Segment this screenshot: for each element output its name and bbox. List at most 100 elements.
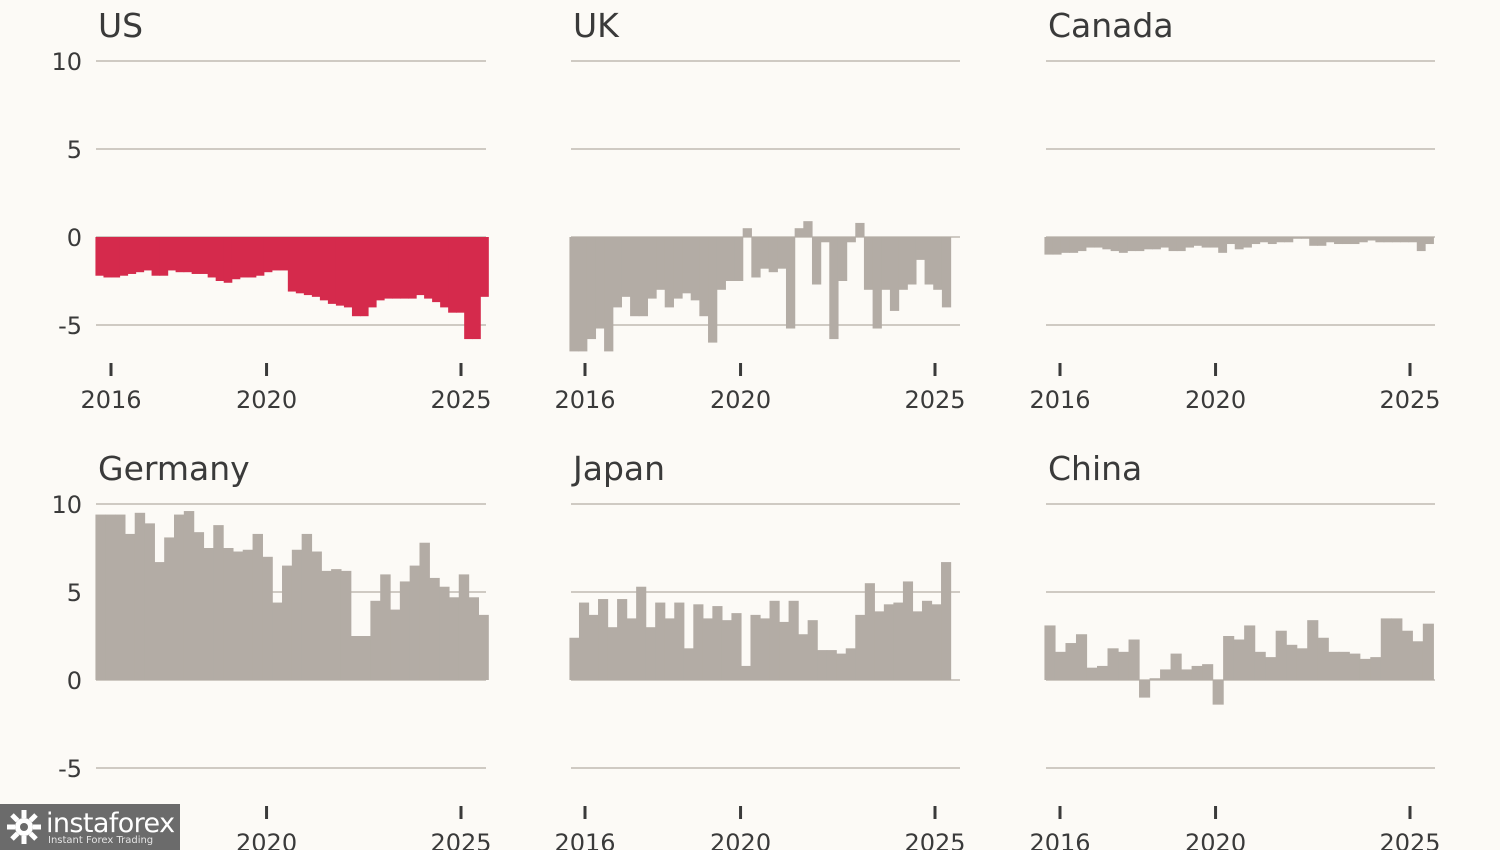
bar: [311, 237, 321, 297]
bar: [164, 537, 175, 680]
bar: [255, 237, 265, 276]
bar: [199, 237, 209, 274]
bar: [1412, 641, 1424, 680]
bar: [223, 548, 234, 680]
bar: [239, 237, 249, 278]
bar: [360, 636, 371, 680]
bar: [664, 618, 675, 680]
bar: [399, 581, 411, 680]
bar: [1334, 237, 1343, 245]
bar: [807, 620, 818, 680]
bar: [174, 514, 185, 680]
bar: [135, 237, 145, 273]
bar: [1317, 637, 1329, 680]
bar: [1307, 620, 1319, 680]
bar: [656, 237, 666, 290]
bar: [607, 627, 618, 680]
bar: [1118, 651, 1130, 680]
bar: [458, 574, 470, 680]
panel-title: China: [1048, 449, 1142, 488]
y-tick-label: -5: [58, 312, 82, 340]
bar: [1191, 665, 1203, 680]
panel-title: Canada: [1048, 6, 1174, 45]
bar: [760, 618, 771, 680]
bar: [1425, 237, 1434, 245]
bar: [183, 237, 193, 273]
bar: [448, 237, 457, 313]
bar: [1416, 237, 1426, 252]
bar: [1170, 653, 1182, 680]
bar: [768, 237, 778, 273]
bar: [303, 237, 313, 296]
bar: [1218, 237, 1228, 253]
bar: [1391, 237, 1401, 243]
bar: [291, 549, 303, 680]
panel-title: US: [98, 6, 143, 45]
bar: [1243, 237, 1252, 248]
bar: [416, 237, 425, 296]
bar: [1139, 680, 1151, 698]
bar: [203, 548, 214, 680]
bar: [836, 653, 847, 680]
bar: [811, 237, 822, 285]
bar: [617, 599, 628, 680]
bar: [232, 551, 244, 680]
bar: [282, 565, 293, 680]
bar: [390, 609, 401, 680]
bar: [1044, 625, 1056, 680]
bar: [837, 237, 848, 281]
bar: [456, 237, 465, 313]
bar: [933, 237, 943, 290]
bar: [586, 237, 597, 340]
bar: [941, 562, 952, 680]
bar: [1107, 648, 1119, 680]
bar: [111, 237, 121, 278]
bar: [1358, 237, 1368, 243]
x-tick-label: 2025: [1379, 386, 1440, 414]
y-tick-label: 10: [51, 491, 82, 519]
bar: [1325, 237, 1335, 243]
bar: [429, 577, 440, 680]
panel-title: UK: [573, 6, 620, 45]
bar: [1135, 237, 1145, 252]
bar: [612, 237, 623, 308]
bar: [1181, 669, 1193, 680]
bar: [1110, 237, 1120, 252]
bar: [1065, 643, 1077, 680]
bar: [103, 237, 113, 278]
bar: [1383, 237, 1393, 243]
bar: [1152, 237, 1161, 250]
y-tick-label: 5: [67, 579, 82, 607]
bar: [664, 237, 674, 308]
bar: [1044, 237, 1054, 255]
bar: [472, 237, 481, 340]
bar: [874, 611, 885, 680]
bar: [1226, 237, 1236, 245]
bar: [578, 602, 590, 680]
bar: [392, 237, 401, 299]
bar: [478, 614, 489, 680]
bar: [693, 604, 704, 680]
bar: [785, 237, 796, 329]
bar: [95, 514, 106, 680]
bar: [751, 237, 761, 278]
bar: [1202, 664, 1214, 680]
bar: [1223, 636, 1235, 680]
bar: [820, 237, 830, 243]
bar: [1380, 618, 1392, 680]
bar: [367, 237, 377, 308]
bar: [263, 237, 273, 273]
bar: [370, 600, 381, 680]
bar: [124, 533, 136, 680]
bar: [1193, 237, 1203, 246]
bar: [1102, 237, 1112, 250]
bar: [673, 237, 683, 299]
bar: [119, 237, 129, 276]
bar: [247, 237, 257, 278]
bar: [231, 237, 241, 280]
bar: [448, 597, 460, 680]
bar: [699, 237, 709, 317]
bar: [604, 237, 614, 352]
x-tick-label: 2025: [430, 386, 491, 414]
